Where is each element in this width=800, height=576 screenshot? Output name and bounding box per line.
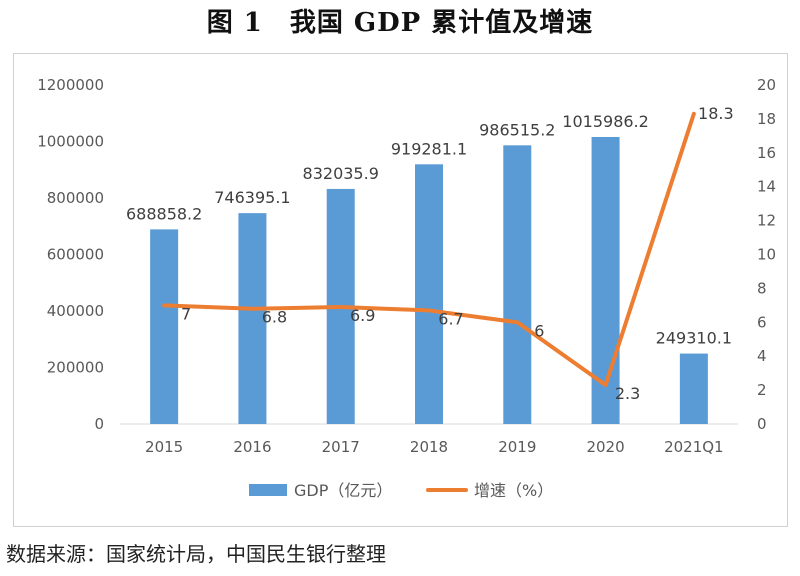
gdp-data-label: 832035.9 <box>303 164 379 183</box>
x-tick-label: 2015 <box>145 438 183 456</box>
y-left-tick-label: 800000 <box>47 189 104 207</box>
growth-data-label: 2.3 <box>615 384 640 403</box>
chart-title: 图 1 我国 GDP 累计值及增速 <box>206 8 594 38</box>
y-left-tick-label: 400000 <box>47 302 104 320</box>
y-left-tick-label: 1000000 <box>37 133 104 151</box>
y-right-tick-label: 20 <box>757 76 776 94</box>
legend-gdp-label: GDP（亿元） <box>294 481 392 500</box>
growth-data-label: 7 <box>181 304 191 323</box>
x-tick-label: 2020 <box>586 438 624 456</box>
y-right-tick-label: 10 <box>757 246 776 264</box>
growth-data-label: 6.7 <box>438 309 463 328</box>
gdp-bar <box>238 213 267 424</box>
x-tick-label: 2021Q1 <box>664 438 724 456</box>
gdp-data-label: 986515.2 <box>479 120 555 139</box>
x-tick-label: 2016 <box>233 438 271 456</box>
y-right-tick-label: 12 <box>757 212 776 230</box>
y-right-tick-label: 8 <box>757 279 767 297</box>
y-left-tick-label: 600000 <box>47 246 104 264</box>
legend-gdp-swatch <box>249 484 287 496</box>
gdp-data-label: 688858.2 <box>126 204 202 223</box>
x-tick-label: 2017 <box>322 438 360 456</box>
x-tick-label: 2019 <box>498 438 536 456</box>
y-left-tick-label: 0 <box>94 415 104 433</box>
gdp-bar <box>150 229 179 424</box>
y-left-tick-label: 200000 <box>47 359 104 377</box>
gdp-data-label: 1015986.2 <box>562 112 649 131</box>
x-tick-label: 2018 <box>410 438 448 456</box>
y-right-tick-label: 14 <box>757 178 776 196</box>
gdp-data-label: 249310.1 <box>656 329 732 348</box>
gdp-bar <box>415 164 443 424</box>
gdp-data-label: 746395.1 <box>214 188 290 207</box>
growth-data-label: 6.8 <box>262 308 287 327</box>
y-right-tick-label: 6 <box>757 313 767 331</box>
y-right-tick-label: 16 <box>757 144 776 162</box>
gdp-data-label: 919281.1 <box>391 139 467 158</box>
y-right-tick-label: 18 <box>757 110 776 128</box>
growth-data-label: 6 <box>534 321 544 340</box>
chart-frame <box>13 53 788 527</box>
y-right-tick-label: 4 <box>757 347 767 365</box>
legend-growth-label: 增速（%） <box>474 481 553 500</box>
growth-data-label: 18.3 <box>698 104 734 123</box>
growth-data-label: 6.9 <box>350 306 375 325</box>
y-right-tick-label: 0 <box>757 415 767 433</box>
gdp-bar <box>503 145 532 425</box>
gdp-bar <box>679 353 708 424</box>
y-right-tick-label: 2 <box>757 381 767 399</box>
y-left-tick-label: 1200000 <box>37 76 104 94</box>
data-source-note: 数据来源：国家统计局，中国民生银行整理 <box>6 542 386 566</box>
